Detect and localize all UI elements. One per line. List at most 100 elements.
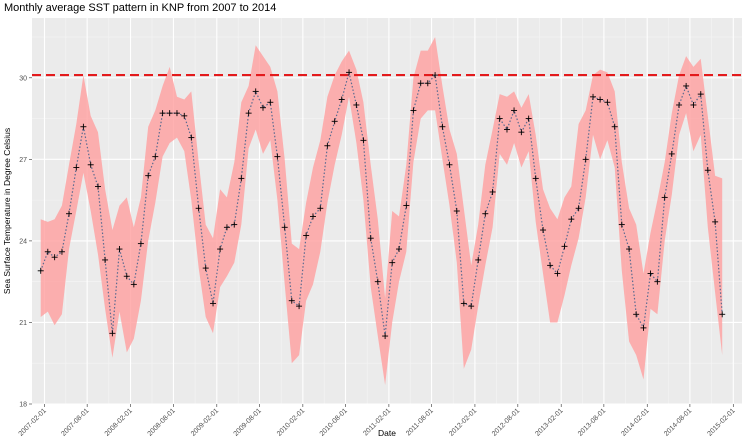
mean-point [73, 164, 80, 171]
mean-point [382, 333, 389, 340]
mean-point [668, 150, 675, 157]
x-axis-title: Date [378, 428, 396, 438]
mean-point [66, 210, 73, 217]
x-tick-label: 2008-08-01 [147, 407, 177, 437]
mean-point [324, 142, 331, 149]
mean-point [159, 110, 166, 117]
mean-point [374, 278, 381, 285]
x-tick-label: 2014-02-01 [620, 407, 650, 437]
mean-point [37, 267, 44, 274]
mean-point [618, 221, 625, 228]
mean-point [633, 311, 640, 318]
chart-title: Monthly average SST pattern in KNP from … [4, 2, 276, 14]
mean-point [482, 210, 489, 217]
mean-point [217, 246, 224, 253]
mean-point [496, 115, 503, 122]
mean-point [503, 126, 510, 133]
mean-point [676, 101, 683, 108]
mean-point [561, 243, 568, 250]
mean-point [568, 216, 575, 223]
mean-point [704, 167, 711, 174]
x-tick-label: 2010-02-01 [276, 407, 306, 437]
mean-point [346, 69, 353, 76]
mean-point [532, 175, 539, 182]
mean-point [554, 270, 561, 277]
y-axis-title: Sea Surface Temperature in Degree Celsiu… [2, 128, 12, 294]
x-tick-label: 2009-02-01 [190, 407, 220, 437]
mean-point [267, 99, 274, 106]
mean-point [231, 221, 238, 228]
mean-point [525, 115, 532, 122]
mean-point [109, 330, 116, 337]
mean-point [547, 262, 554, 269]
mean-point [238, 175, 245, 182]
mean-point [80, 123, 87, 130]
mean-point [123, 273, 130, 280]
mean-point [360, 137, 367, 144]
mean-point [274, 153, 281, 160]
mean-point [640, 324, 647, 331]
mean-point [210, 300, 217, 307]
mean-point [468, 303, 475, 310]
mean-point [95, 183, 102, 190]
mean-point [317, 205, 324, 212]
mean-point [281, 224, 288, 231]
mean-point [353, 101, 360, 108]
mean-point [647, 270, 654, 277]
mean-point [590, 93, 597, 100]
x-tick-label: 2008-02-01 [104, 407, 134, 437]
mean-point [223, 224, 230, 231]
mean-point [245, 110, 252, 117]
mean-point [690, 101, 697, 108]
mean-point [575, 205, 582, 212]
y-tick-label: 24 [19, 238, 27, 245]
y-tick-label: 21 [19, 320, 27, 327]
mean-point [446, 161, 453, 168]
mean-point [475, 256, 482, 263]
mean-point [331, 118, 338, 125]
mean-point [51, 254, 58, 261]
mean-point [654, 278, 661, 285]
mean-point [309, 213, 316, 220]
x-tick-label: 2015-02-01 [706, 407, 736, 437]
mean-point [389, 259, 396, 266]
mean-point [540, 227, 547, 234]
mean-point [396, 246, 403, 253]
mean-point [173, 110, 180, 117]
x-tick-label: 2012-08-01 [491, 407, 521, 437]
mean-point [582, 156, 589, 163]
mean-point [417, 80, 424, 87]
mean-series-line [40, 72, 723, 337]
x-tick-label: 2007-08-01 [60, 407, 90, 437]
mean-point [137, 240, 144, 247]
mean-point [403, 202, 410, 209]
mean-point [202, 265, 209, 272]
mean-point [719, 311, 726, 318]
mean-point [188, 134, 195, 141]
mean-point [102, 256, 109, 263]
mean-point [697, 91, 704, 98]
mean-point [338, 96, 345, 103]
mean-point [195, 205, 202, 212]
x-tick-label: 2014-08-01 [663, 407, 693, 437]
mean-point [424, 80, 431, 87]
mean-point [453, 208, 460, 214]
y-tick-label: 18 [19, 402, 27, 409]
x-tick-label: 2013-02-01 [534, 407, 564, 437]
mean-point [410, 107, 417, 114]
mean-point [626, 246, 633, 253]
mean-point [296, 303, 303, 310]
mean-point [152, 153, 159, 160]
mean-points [37, 69, 726, 340]
mean-point [44, 248, 51, 255]
x-tick-label: 2010-08-01 [319, 407, 349, 437]
mean-point [130, 281, 137, 288]
x-tick-label: 2012-02-01 [448, 407, 478, 437]
mean-point [511, 107, 518, 114]
mean-point [683, 82, 690, 89]
mean-point [303, 232, 310, 239]
x-tick-label: 2009-08-01 [233, 407, 263, 437]
mean-point [611, 123, 618, 130]
mean-point [489, 188, 496, 195]
